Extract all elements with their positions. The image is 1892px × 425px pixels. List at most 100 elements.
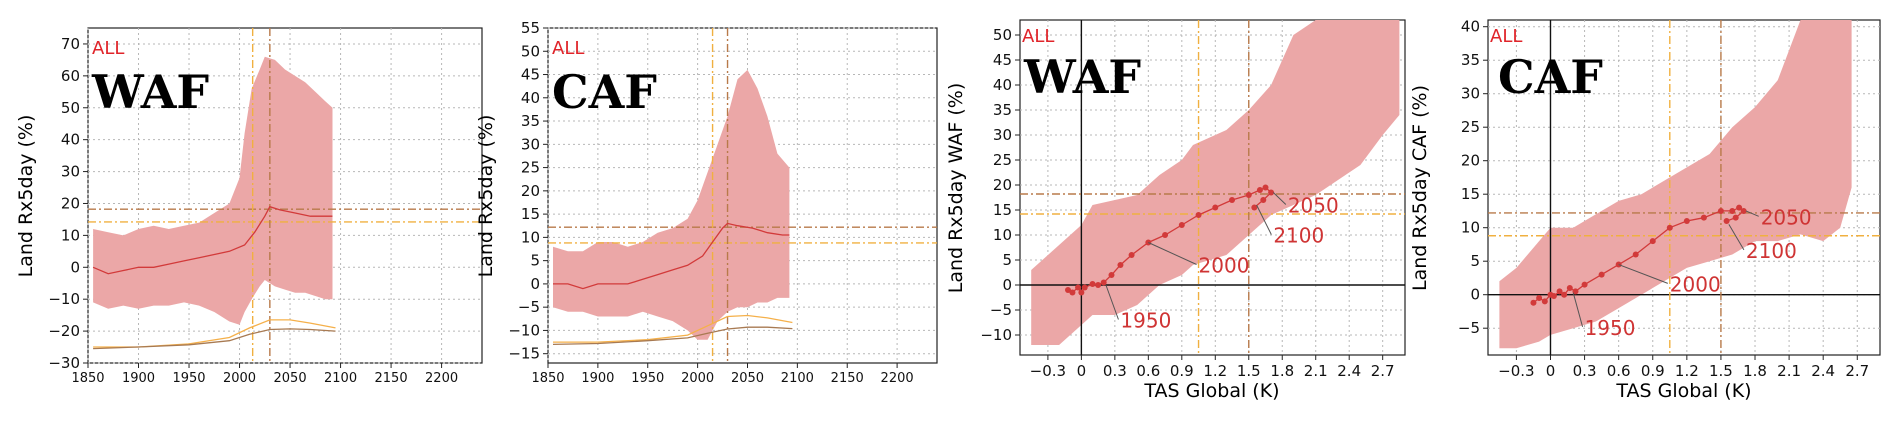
x-tick-label: 2150 bbox=[375, 371, 408, 386]
x-tick-label: −0.3 bbox=[1030, 362, 1066, 380]
x-tick-label: −0.3 bbox=[1498, 362, 1534, 380]
x-tick-label: 1850 bbox=[71, 371, 104, 386]
y-tick-label: 10 bbox=[521, 228, 540, 246]
region-title: WAF bbox=[1023, 50, 1141, 104]
x-tick-label: 2.4 bbox=[1811, 362, 1835, 380]
y-tick-label: 5 bbox=[530, 252, 540, 270]
trajectory-point bbox=[1095, 282, 1102, 288]
trajectory-point bbox=[1666, 224, 1673, 231]
trajectory-point bbox=[1260, 197, 1267, 203]
y-tick-label: 35 bbox=[1461, 51, 1480, 69]
x-tick-label: 0 bbox=[1546, 362, 1556, 380]
y-tick-label: 40 bbox=[1461, 18, 1480, 36]
x-tick-label: 2200 bbox=[425, 371, 458, 386]
trajectory-point bbox=[1566, 285, 1573, 291]
trajectory-point bbox=[1262, 184, 1269, 191]
y-axis-label: Land Rx5day CAF (%) bbox=[1409, 85, 1431, 291]
x-axis-label: TAS Global (K) bbox=[1143, 380, 1279, 402]
uncertainty-band bbox=[1031, 20, 1400, 345]
x-tick-label: 0.6 bbox=[1607, 362, 1631, 380]
y-axis-label: Land Rx5day (%) bbox=[475, 115, 497, 278]
year-label: 2050 bbox=[1761, 205, 1812, 229]
y-tick-label: 70 bbox=[61, 35, 80, 53]
year-leader-line bbox=[1572, 292, 1584, 328]
trajectory-point bbox=[1100, 279, 1107, 286]
y-axis-label: Land Rx5day (%) bbox=[15, 115, 37, 278]
trajectory-point bbox=[1550, 293, 1557, 300]
scenario-label: ALL bbox=[552, 38, 584, 59]
trajectory-point bbox=[1251, 204, 1258, 211]
x-tick-label: 2.1 bbox=[1304, 362, 1328, 380]
trajectory-point bbox=[1649, 238, 1656, 245]
x-tick-label: 1950 bbox=[172, 371, 205, 386]
x-tick-label: 1.2 bbox=[1675, 362, 1699, 380]
uncertainty-band bbox=[553, 69, 790, 340]
y-tick-label: 10 bbox=[993, 226, 1012, 244]
trajectory-point bbox=[1162, 232, 1169, 238]
trajectory-point bbox=[1700, 214, 1707, 221]
secondary-series-brown bbox=[93, 328, 336, 350]
x-tick-label: 2.7 bbox=[1371, 362, 1395, 380]
y-tick-label: −30 bbox=[48, 354, 80, 372]
trajectory-point bbox=[1683, 218, 1690, 224]
median-line bbox=[92, 205, 333, 275]
year-label: 2050 bbox=[1288, 194, 1339, 218]
trajectory-point bbox=[1212, 204, 1219, 211]
trajectory-point bbox=[1075, 284, 1082, 291]
region-title: CAF bbox=[552, 65, 657, 119]
year-label: 1950 bbox=[1585, 316, 1636, 340]
scenario-label: ALL bbox=[92, 38, 124, 59]
x-tick-label: 1.5 bbox=[1709, 362, 1733, 380]
y-tick-label: 0 bbox=[70, 258, 80, 276]
trajectory-point bbox=[1717, 207, 1724, 214]
trajectory-point bbox=[1245, 192, 1252, 198]
y-tick-label: 0 bbox=[530, 275, 540, 293]
year-leader-line bbox=[1272, 192, 1287, 205]
trajectory-point bbox=[1736, 204, 1743, 211]
year-label: 2000 bbox=[1199, 254, 1250, 278]
region-title: CAF bbox=[1498, 50, 1603, 104]
panel-waf-timeseries: 1850 1900 1950 2000 2050 2100 2150 2200−30−20−1… bbox=[15, 27, 483, 386]
x-tick-label: 2.1 bbox=[1777, 362, 1801, 380]
x-tick-label: 2100 bbox=[781, 371, 814, 386]
trajectory-point bbox=[1229, 197, 1236, 203]
x-tick-label: 2000 bbox=[223, 371, 256, 386]
trajectory-point bbox=[1572, 288, 1579, 295]
y-tick-label: 25 bbox=[521, 159, 540, 177]
y-tick-label: 50 bbox=[61, 99, 80, 117]
trajectory-point bbox=[1632, 251, 1639, 258]
trajectory-point bbox=[1541, 298, 1548, 305]
x-tick-label: 0.9 bbox=[1170, 362, 1194, 380]
x-tick-label: 1850 bbox=[531, 371, 564, 386]
trajectory-point bbox=[1089, 281, 1096, 287]
year-label: 2100 bbox=[1746, 239, 1797, 263]
trajectory-point bbox=[1723, 218, 1730, 224]
secondary-series-orange bbox=[553, 314, 793, 343]
x-tick-label: 0.9 bbox=[1641, 362, 1665, 380]
y-tick-label: 0 bbox=[1002, 276, 1012, 294]
year-leader-line bbox=[1256, 204, 1272, 235]
x-tick-label: 0.6 bbox=[1136, 362, 1160, 380]
y-tick-label: −5 bbox=[1458, 319, 1480, 337]
y-tick-label: 55 bbox=[521, 19, 540, 37]
y-tick-label: 50 bbox=[993, 26, 1012, 44]
region-title: WAF bbox=[91, 65, 209, 119]
y-tick-label: 30 bbox=[993, 126, 1012, 144]
y-tick-label: 25 bbox=[993, 151, 1012, 169]
year-leader-line bbox=[1618, 264, 1668, 284]
year-label: 2000 bbox=[1670, 272, 1721, 296]
y-tick-label: −15 bbox=[508, 345, 540, 363]
y-tick-label: 5 bbox=[1002, 251, 1012, 269]
x-tick-label: 1.5 bbox=[1237, 362, 1261, 380]
trajectory-point bbox=[1108, 272, 1115, 278]
y-tick-label: 50 bbox=[521, 42, 540, 60]
median-line bbox=[553, 222, 790, 290]
year-leader-line bbox=[1728, 224, 1745, 251]
y-tick-label: 30 bbox=[1461, 85, 1480, 103]
uncertainty-band bbox=[1499, 20, 1852, 349]
trajectory-point bbox=[1598, 271, 1605, 278]
trajectory-point bbox=[1256, 187, 1263, 193]
